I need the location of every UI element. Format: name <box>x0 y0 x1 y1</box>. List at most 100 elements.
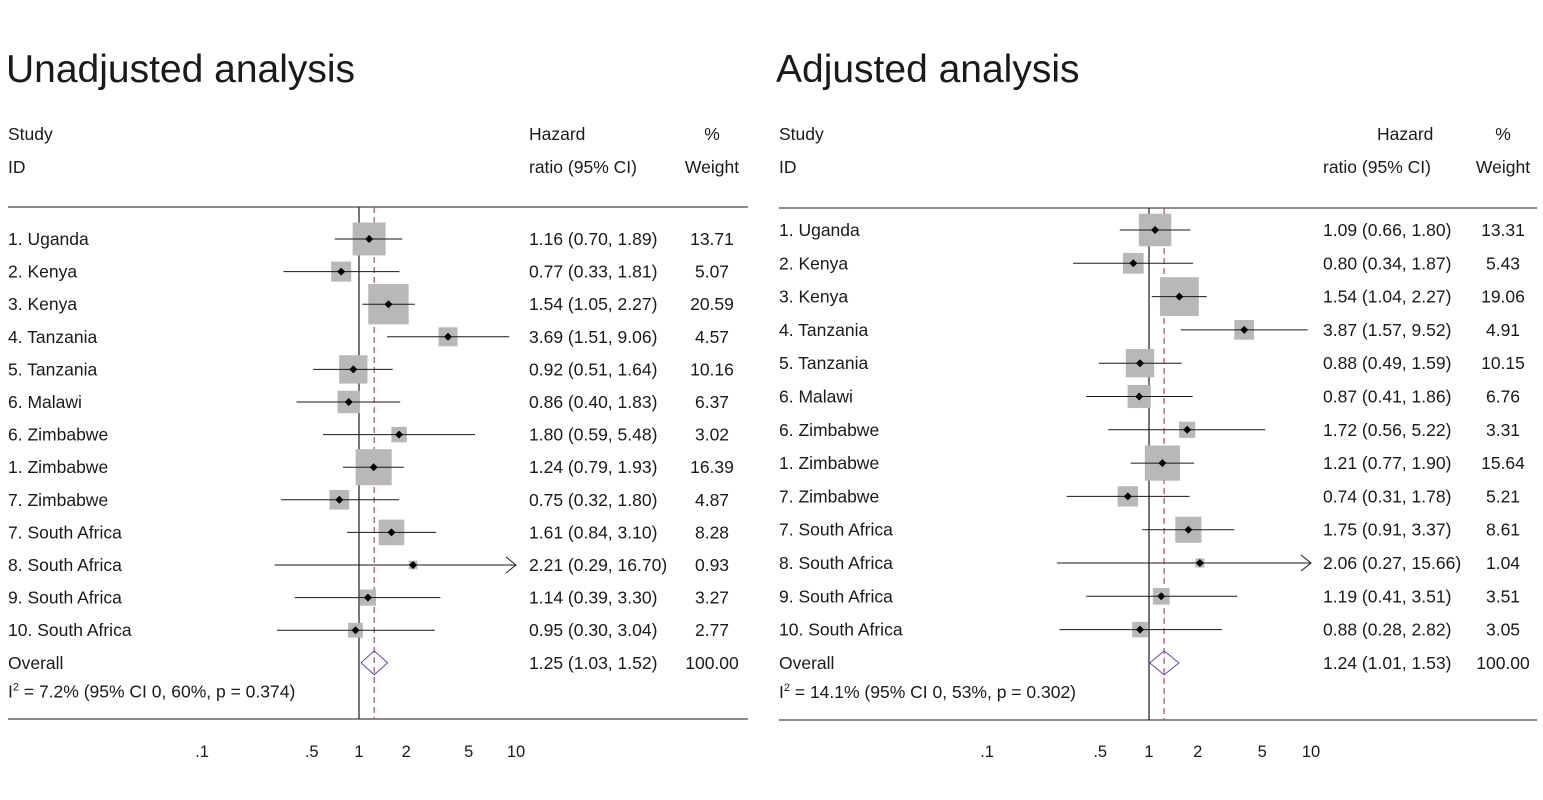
weight-text: 3.02 <box>695 425 729 445</box>
unadjusted-panel: Unadjusted analysis Study ID Hazard ratio (9… <box>6 48 748 761</box>
point-estimate-marker <box>1175 292 1184 301</box>
hazard-ratio-ci-text: 0.88 (0.49, 1.59) <box>1323 353 1451 373</box>
x-tick-label: 10 <box>1302 743 1320 761</box>
weight-text: 13.31 <box>1481 220 1525 240</box>
column-header-percent: % <box>1495 124 1511 144</box>
column-header-weight: Weight <box>685 157 739 177</box>
weight-text: 10.15 <box>1481 353 1525 373</box>
x-tick-label: 1 <box>1144 743 1153 761</box>
hazard-ratio-ci-text: 3.69 (1.51, 9.06) <box>529 327 657 347</box>
study-row: 9. South Africa 1.14 (0.39, 3.30) 3.27 <box>8 588 729 608</box>
overall-weight-text: 100.00 <box>1476 653 1530 673</box>
study-label: 3. Kenya <box>8 294 77 314</box>
hazard-ratio-ci-text: 0.86 (0.40, 1.83) <box>529 392 657 412</box>
weight-text: 4.87 <box>695 490 729 510</box>
heterogeneity-text: I2 = 7.2% (95% CI 0, 60%, p = 0.374) <box>8 681 295 701</box>
heterogeneity-superscript: 2 <box>13 681 19 693</box>
column-header-ratio-ci: ratio (95% CI) <box>1323 157 1431 177</box>
point-estimate-marker <box>337 267 346 276</box>
study-label: 3. Kenya <box>779 287 848 307</box>
study-row: 4. Tanzania 3.69 (1.51, 9.06) 4.57 <box>8 327 729 347</box>
hazard-ratio-ci-text: 2.21 (0.29, 16.70) <box>529 555 667 575</box>
study-label: 8. South Africa <box>779 553 893 573</box>
overall-weight-text: 100.00 <box>685 653 739 673</box>
study-label: 2. Kenya <box>779 253 848 273</box>
overall-label: Overall <box>779 653 834 673</box>
overall-diamond <box>360 650 389 676</box>
study-row: 3. Kenya 1.54 (1.05, 2.27) 20.59 <box>8 284 734 325</box>
point-estimate-marker <box>349 365 358 374</box>
study-label: 4. Tanzania <box>8 327 97 347</box>
weight-text: 1.04 <box>1486 553 1520 573</box>
weight-text: 5.07 <box>695 262 729 282</box>
hazard-ratio-ci-text: 0.88 (0.28, 2.82) <box>1323 620 1451 640</box>
weight-text: 3.31 <box>1486 420 1520 440</box>
point-estimate-marker <box>335 495 344 504</box>
study-row: 1. Zimbabwe 1.21 (0.77, 1.90) 15.64 <box>779 445 1525 481</box>
study-label: 1. Uganda <box>779 220 860 240</box>
point-estimate-marker <box>387 528 396 537</box>
weight-text: 3.51 <box>1486 586 1520 606</box>
hazard-ratio-ci-text: 1.54 (1.05, 2.27) <box>529 294 657 314</box>
hazard-ratio-ci-text: 1.19 (0.41, 3.51) <box>1323 586 1451 606</box>
study-row: 8. South Africa 2.06 (0.27, 15.66) 1.04 <box>779 553 1520 573</box>
x-tick-label: 5 <box>1258 743 1267 761</box>
weight-text: 20.59 <box>690 294 734 314</box>
heterogeneity-stats: = 7.2% (95% CI 0, 60%, p = 0.374) <box>19 681 295 701</box>
study-label: 5. Tanzania <box>779 353 868 373</box>
x-tick-label: .1 <box>980 743 994 761</box>
heterogeneity-text: I2 = 14.1% (95% CI 0, 53%, p = 0.302) <box>779 682 1076 702</box>
point-estimate-marker <box>351 626 360 635</box>
heterogeneity-stats: = 14.1% (95% CI 0, 53%, p = 0.302) <box>790 682 1076 702</box>
point-estimate-marker <box>1195 559 1204 567</box>
study-row: 7. South Africa 1.75 (0.91, 3.37) 8.61 <box>779 516 1520 543</box>
hazard-ratio-ci-text: 0.74 (0.31, 1.78) <box>1323 486 1451 506</box>
study-row: 7. Zimbabwe 0.75 (0.32, 1.80) 4.87 <box>8 490 729 510</box>
point-estimate-marker <box>1135 392 1144 401</box>
hazard-ratio-ci-text: 1.16 (0.70, 1.89) <box>529 229 657 249</box>
hazard-ratio-ci-text: 1.54 (1.04, 2.27) <box>1323 287 1451 307</box>
x-tick-label: 1 <box>354 743 363 761</box>
hazard-ratio-ci-text: 0.92 (0.51, 1.64) <box>529 359 657 379</box>
study-label: 10. South Africa <box>8 620 132 640</box>
weight-text: 5.21 <box>1486 486 1520 506</box>
point-estimate-marker <box>384 300 393 309</box>
point-estimate-marker <box>409 561 418 569</box>
point-estimate-marker <box>1123 492 1132 501</box>
point-estimate-marker <box>365 235 374 243</box>
x-tick-label: .5 <box>305 743 319 761</box>
panel-title: Adjusted analysis <box>776 48 1080 91</box>
study-label: 9. South Africa <box>779 586 893 606</box>
study-row: 1. Zimbabwe 1.24 (0.79, 1.93) 16.39 <box>8 449 734 486</box>
study-row: 1. Uganda 1.09 (0.66, 1.80) 13.31 <box>779 213 1525 247</box>
hazard-ratio-ci-text: 1.09 (0.66, 1.80) <box>1323 220 1451 240</box>
point-estimate-marker <box>395 430 404 439</box>
ci-truncation-arrow <box>1300 554 1312 572</box>
point-estimate-marker <box>369 463 378 472</box>
column-header-id: ID <box>8 157 26 177</box>
study-row: 10. South Africa 0.95 (0.30, 3.04) 2.77 <box>8 620 729 640</box>
weight-text: 4.91 <box>1486 320 1520 340</box>
column-header-id: ID <box>779 157 797 177</box>
column-header-hazard: Hazard <box>529 124 585 144</box>
point-estimate-marker <box>444 332 453 341</box>
weight-text: 19.06 <box>1481 287 1525 307</box>
study-label: 1. Zimbabwe <box>8 457 108 477</box>
hazard-ratio-ci-text: 0.87 (0.41, 1.86) <box>1323 387 1451 407</box>
weight-text: 6.76 <box>1486 387 1520 407</box>
study-label: 2. Kenya <box>8 262 77 282</box>
study-row: 8. South Africa 2.21 (0.29, 16.70) 0.93 <box>8 555 729 575</box>
study-label: 1. Zimbabwe <box>779 453 879 473</box>
column-header-percent: % <box>704 124 720 144</box>
point-estimate-marker <box>363 593 372 602</box>
weight-text: 3.05 <box>1486 620 1520 640</box>
study-label: 9. South Africa <box>8 588 122 608</box>
point-estimate-marker <box>1158 459 1167 468</box>
hazard-ratio-ci-text: 3.87 (1.57, 9.52) <box>1323 320 1451 340</box>
column-header-weight: Weight <box>1476 157 1530 177</box>
point-estimate-marker <box>344 398 353 406</box>
column-header-ratio-ci: ratio (95% CI) <box>529 157 637 177</box>
study-row: 2. Kenya 0.80 (0.34, 1.87) 5.43 <box>779 252 1520 274</box>
panel-title: Unadjusted analysis <box>6 48 355 91</box>
x-tick-label: 5 <box>464 743 473 761</box>
